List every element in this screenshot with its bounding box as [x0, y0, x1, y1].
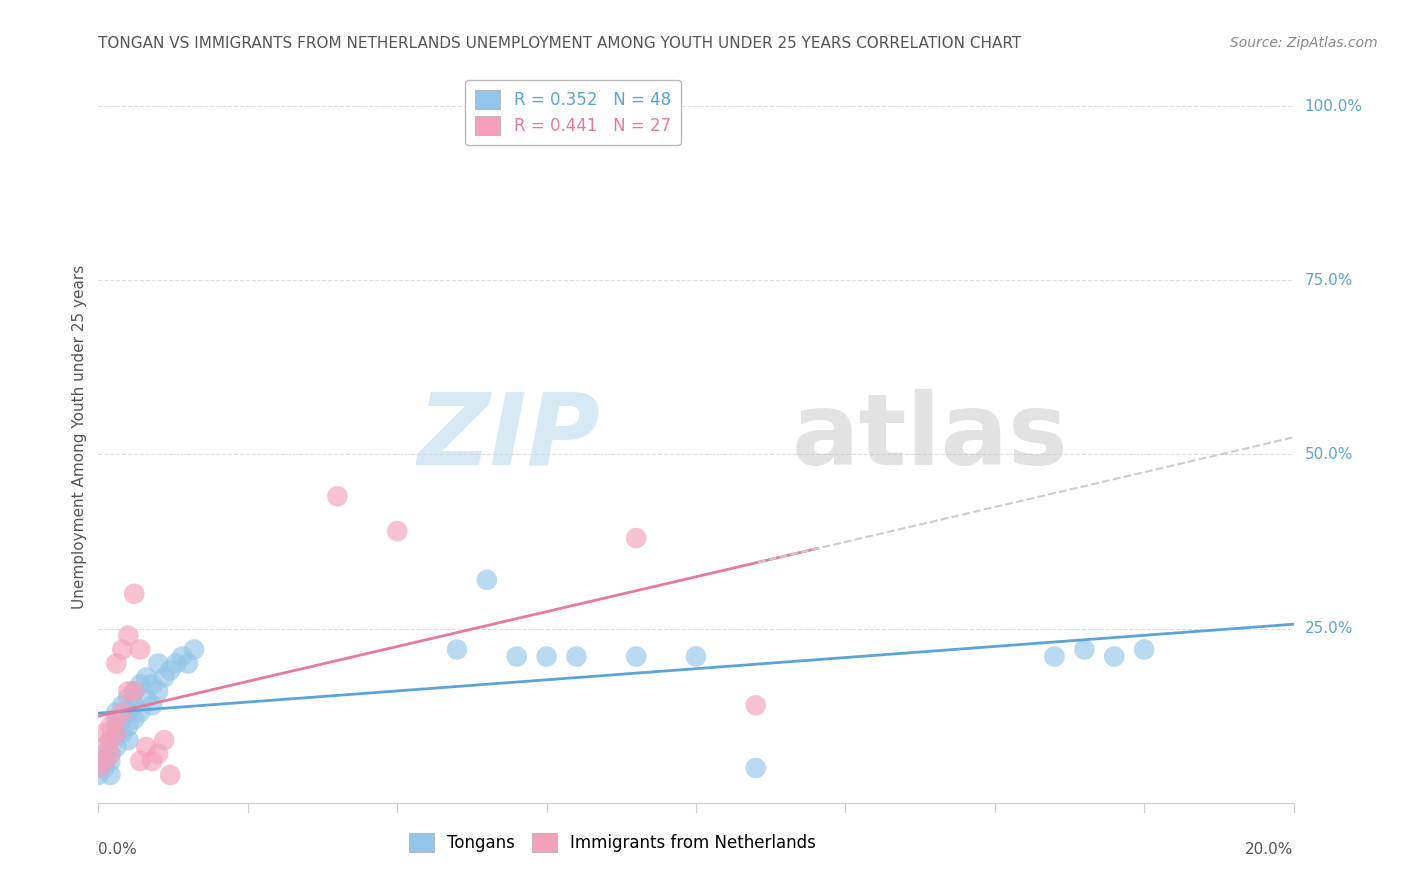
Point	[93, 754, 115, 768]
Point	[129, 754, 152, 768]
Point	[98, 768, 122, 782]
Point	[87, 768, 110, 782]
Text: 100.0%: 100.0%	[1305, 99, 1362, 113]
Point	[117, 629, 139, 643]
Point	[1043, 649, 1066, 664]
Point	[1133, 642, 1156, 657]
Point	[98, 747, 122, 761]
Point	[506, 649, 529, 664]
Text: 50.0%: 50.0%	[1305, 447, 1353, 462]
Point	[98, 733, 122, 747]
Text: TONGAN VS IMMIGRANTS FROM NETHERLANDS UNEMPLOYMENT AMONG YOUTH UNDER 25 YEARS CO: TONGAN VS IMMIGRANTS FROM NETHERLANDS UN…	[98, 36, 1022, 51]
Point	[93, 761, 115, 775]
Legend: Tongans, Immigrants from Netherlands: Tongans, Immigrants from Netherlands	[401, 824, 824, 860]
Point	[165, 657, 187, 671]
Point	[475, 573, 498, 587]
Point	[159, 768, 181, 782]
Point	[98, 754, 122, 768]
Point	[141, 677, 163, 691]
Point	[105, 712, 128, 726]
Point	[124, 684, 146, 698]
Point	[624, 649, 647, 664]
Text: Source: ZipAtlas.com: Source: ZipAtlas.com	[1230, 36, 1378, 50]
Text: 75.0%: 75.0%	[1305, 273, 1353, 288]
Point	[326, 489, 349, 503]
Point	[124, 712, 146, 726]
Point	[93, 740, 115, 755]
Point	[105, 719, 128, 733]
Text: 25.0%: 25.0%	[1305, 621, 1353, 636]
Point	[135, 670, 157, 684]
Point	[93, 726, 115, 740]
Point	[129, 642, 152, 657]
Point	[117, 733, 139, 747]
Point	[105, 726, 128, 740]
Point	[105, 726, 128, 740]
Point	[183, 642, 205, 657]
Point	[129, 677, 152, 691]
Point	[141, 754, 163, 768]
Point	[111, 712, 134, 726]
Point	[745, 698, 768, 713]
Point	[93, 747, 115, 761]
Point	[117, 691, 139, 706]
Point	[98, 719, 122, 733]
Point	[148, 657, 170, 671]
Point	[153, 733, 176, 747]
Point	[111, 726, 134, 740]
Point	[93, 754, 115, 768]
Point	[1073, 642, 1095, 657]
Point	[117, 684, 139, 698]
Point	[159, 664, 181, 678]
Point	[135, 740, 157, 755]
Point	[153, 670, 176, 684]
Point	[1104, 649, 1126, 664]
Point	[111, 698, 134, 713]
Point	[385, 524, 409, 538]
Point	[624, 531, 647, 545]
Point	[111, 705, 134, 719]
Point	[105, 740, 128, 755]
Point	[685, 649, 707, 664]
Point	[172, 649, 194, 664]
Point	[117, 705, 139, 719]
Point	[105, 657, 128, 671]
Point	[111, 642, 134, 657]
Point	[141, 698, 163, 713]
Text: atlas: atlas	[792, 389, 1069, 485]
Point	[87, 761, 110, 775]
Point	[536, 649, 558, 664]
Point	[124, 587, 146, 601]
Point	[129, 705, 152, 719]
Text: 20.0%: 20.0%	[1246, 842, 1294, 856]
Point	[565, 649, 588, 664]
Point	[745, 761, 768, 775]
Point	[135, 691, 157, 706]
Point	[105, 705, 128, 719]
Point	[98, 747, 122, 761]
Y-axis label: Unemployment Among Youth under 25 years: Unemployment Among Youth under 25 years	[72, 265, 87, 609]
Point	[124, 684, 146, 698]
Point	[177, 657, 200, 671]
Point	[124, 698, 146, 713]
Text: 0.0%: 0.0%	[98, 842, 138, 856]
Text: ZIP: ZIP	[418, 389, 600, 485]
Point	[148, 747, 170, 761]
Point	[148, 684, 170, 698]
Point	[446, 642, 468, 657]
Point	[98, 733, 122, 747]
Point	[117, 719, 139, 733]
